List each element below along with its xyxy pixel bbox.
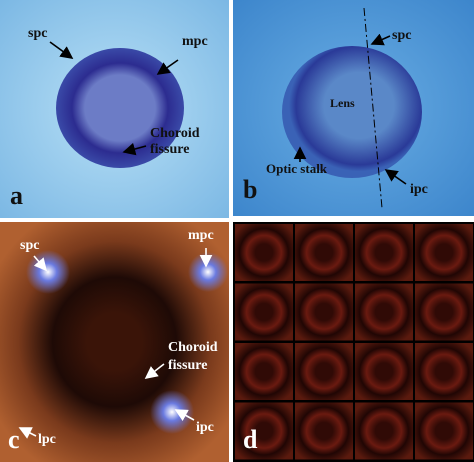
- arrow: [18, 427, 37, 439]
- annotation: lpc: [38, 432, 56, 447]
- panel-b: spc Lens Optic stalk ipc b: [233, 0, 474, 216]
- annotation: ipc: [410, 182, 428, 197]
- annotation: spc: [28, 26, 47, 41]
- section-line: [363, 7, 383, 209]
- panel-label: a: [10, 181, 23, 210]
- annotation: ipc: [196, 420, 214, 435]
- panel-label: d: [243, 425, 258, 454]
- tile: [295, 402, 353, 460]
- tile: [415, 343, 473, 400]
- tile: [235, 224, 293, 281]
- tile: [295, 343, 353, 400]
- annotation: fissure: [168, 358, 207, 373]
- annotation: mpc: [182, 34, 208, 49]
- annotation: spc: [392, 28, 411, 43]
- arrow: [144, 363, 165, 379]
- annotation: spc: [20, 238, 39, 253]
- eye: [56, 48, 184, 168]
- tile: [355, 402, 413, 460]
- eye: [282, 46, 422, 178]
- arrow: [370, 33, 391, 46]
- panel-label: b: [243, 175, 257, 204]
- panel-c: spc mpc Choroid fissure lpc ipc c: [0, 222, 229, 462]
- tile: [355, 343, 413, 400]
- arrow: [384, 169, 407, 185]
- spot: [26, 250, 70, 294]
- spot: [188, 252, 228, 292]
- tile: [235, 343, 293, 400]
- tile: [415, 224, 473, 281]
- annotation: Lens: [330, 96, 355, 110]
- annotation: Optic stalk: [266, 161, 328, 176]
- tile: [415, 402, 473, 460]
- panel-d: [233, 222, 474, 462]
- tile: [235, 402, 293, 460]
- spot: [150, 390, 194, 434]
- annotation: Choroid: [168, 340, 218, 355]
- arrow: [33, 255, 48, 272]
- tile: [295, 283, 353, 341]
- arrow: [174, 409, 195, 422]
- tile: [415, 283, 473, 341]
- panel-label: c: [8, 425, 20, 454]
- arrow: [122, 142, 147, 156]
- arrow: [49, 41, 74, 59]
- arrow: [156, 59, 179, 75]
- tile: [355, 224, 413, 281]
- annotation: fissure: [150, 142, 189, 157]
- tile: [355, 283, 413, 341]
- tile: [235, 283, 293, 341]
- tile: [295, 224, 353, 281]
- annotation: mpc: [188, 228, 214, 243]
- panel-a: spc mpc Choroid fissure a: [0, 0, 229, 218]
- annotation: Choroid: [150, 126, 200, 141]
